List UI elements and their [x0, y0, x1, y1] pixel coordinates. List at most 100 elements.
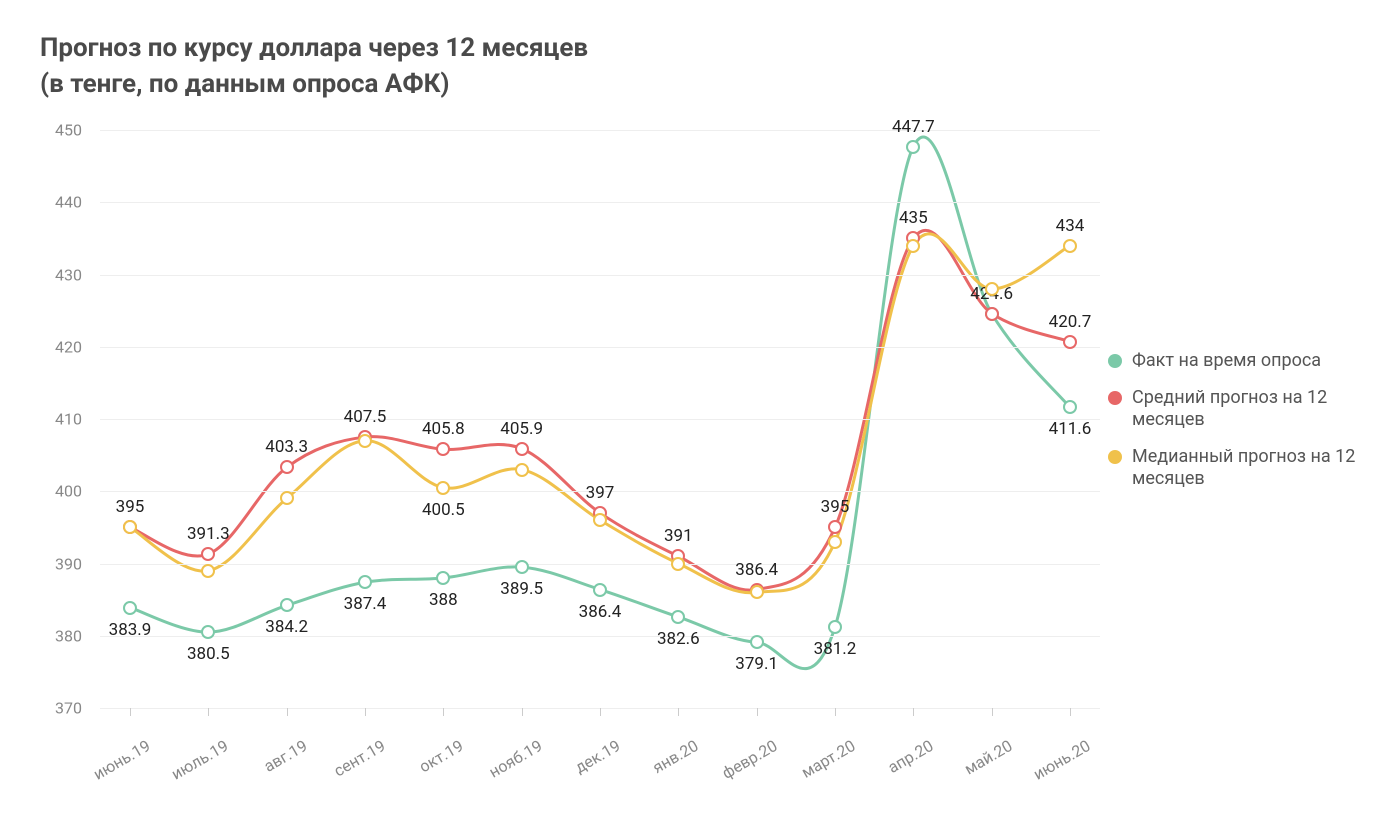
- data-label: 380.5: [187, 644, 230, 664]
- data-point: [280, 460, 294, 474]
- data-point: [436, 481, 450, 495]
- gridline: [100, 419, 1100, 420]
- data-point: [593, 513, 607, 527]
- data-point: [828, 520, 842, 534]
- data-label: 391.3: [187, 524, 230, 544]
- data-point: [515, 442, 529, 456]
- data-point: [123, 601, 137, 615]
- data-point: [201, 564, 215, 578]
- y-tick-label: 420: [55, 337, 82, 356]
- x-tick-label: окт.19: [416, 736, 467, 776]
- data-label: 391: [664, 526, 693, 546]
- x-tick: [287, 708, 288, 716]
- x-tick: [522, 708, 523, 716]
- title-line-2: (в тенге, по данным опроса АФК): [40, 69, 450, 99]
- chart-title: Прогноз по курсу доллара через 12 месяце…: [40, 30, 1358, 103]
- legend-marker: [1108, 450, 1122, 464]
- x-tick-label: апр.20: [885, 736, 937, 777]
- legend-label: Средний прогноз на 12 месяцев: [1132, 387, 1358, 432]
- data-point: [436, 571, 450, 585]
- data-label: 387.4: [344, 594, 387, 614]
- legend: Факт на время опроса Средний прогноз на 1…: [1108, 350, 1358, 505]
- data-label: 382.6: [657, 629, 700, 649]
- chart-area: 370380390400410420430440450 383.9380.538…: [40, 130, 1358, 798]
- data-point: [358, 575, 372, 589]
- gridline: [100, 275, 1100, 276]
- data-label: 420.7: [1049, 312, 1092, 332]
- series-line: [130, 230, 1070, 590]
- x-tick: [992, 708, 993, 716]
- data-point: [906, 239, 920, 253]
- legend-item: Медианный прогноз на 12 месяцев: [1108, 446, 1358, 491]
- data-point: [515, 463, 529, 477]
- data-label: 388: [429, 590, 458, 610]
- data-point: [593, 583, 607, 597]
- legend-marker: [1108, 391, 1122, 405]
- y-tick-label: 410: [55, 410, 82, 429]
- x-tick-label: март.20: [798, 736, 858, 782]
- data-point: [906, 140, 920, 154]
- y-tick-label: 370: [55, 699, 82, 718]
- legend-label: Факт на время опроса: [1132, 350, 1321, 373]
- data-point: [358, 434, 372, 448]
- chart-container: Прогноз по курсу доллара через 12 месяце…: [0, 0, 1398, 828]
- data-point: [1063, 239, 1077, 253]
- data-point: [280, 491, 294, 505]
- data-label: 405.9: [500, 419, 543, 439]
- data-point: [1063, 400, 1077, 414]
- data-point: [828, 535, 842, 549]
- gridline: [100, 347, 1100, 348]
- series-line: [130, 234, 1070, 593]
- x-tick: [130, 708, 131, 716]
- x-tick: [600, 708, 601, 716]
- data-point: [671, 610, 685, 624]
- x-tick-label: июль.19: [168, 736, 231, 784]
- x-tick-label: авг.19: [260, 736, 310, 776]
- x-tick-label: сент.19: [331, 736, 389, 780]
- x-tick: [208, 708, 209, 716]
- data-point: [436, 442, 450, 456]
- gridline: [100, 636, 1100, 637]
- data-label: 405.8: [422, 419, 465, 439]
- data-point: [201, 547, 215, 561]
- data-label: 384.2: [265, 617, 308, 637]
- data-point: [123, 520, 137, 534]
- data-label: 411.6: [1049, 419, 1092, 439]
- data-label: 403.3: [265, 437, 308, 457]
- data-label: 383.9: [109, 620, 152, 640]
- y-tick-label: 380: [55, 626, 82, 645]
- x-tick-label: июнь.19: [90, 736, 154, 784]
- x-axis: июнь.19июль.19авг.19сент.19окт.19нояб.19…: [100, 708, 1100, 798]
- data-point: [985, 282, 999, 296]
- data-label: 381.2: [814, 639, 857, 659]
- x-tick-label: дек.19: [572, 736, 624, 777]
- data-label: 386.4: [579, 602, 622, 622]
- x-tick-label: янв.20: [650, 736, 702, 777]
- y-tick-label: 400: [55, 482, 82, 501]
- data-point: [985, 307, 999, 321]
- data-label: 395: [116, 497, 145, 517]
- legend-marker: [1108, 354, 1122, 368]
- title-line-1: Прогноз по курсу доллара через 12 месяце…: [40, 33, 588, 63]
- data-point: [201, 625, 215, 639]
- y-tick-label: 430: [55, 265, 82, 284]
- legend-item: Средний прогноз на 12 месяцев: [1108, 387, 1358, 432]
- x-tick-label: нояб.19: [485, 736, 545, 782]
- x-tick: [678, 708, 679, 716]
- data-label: 407.5: [344, 407, 387, 427]
- y-tick-label: 390: [55, 554, 82, 573]
- legend-label: Медианный прогноз на 12 месяцев: [1132, 446, 1358, 491]
- x-tick: [835, 708, 836, 716]
- data-point: [750, 585, 764, 599]
- data-point: [280, 598, 294, 612]
- data-point: [750, 635, 764, 649]
- data-label: 397: [586, 483, 615, 503]
- data-label: 379.1: [735, 654, 778, 674]
- data-label: 400.5: [422, 500, 465, 520]
- data-label: 389.5: [500, 579, 543, 599]
- x-tick: [1070, 708, 1071, 716]
- data-point: [671, 557, 685, 571]
- data-point: [1063, 335, 1077, 349]
- y-axis: 370380390400410420430440450: [40, 130, 90, 798]
- data-label: 434: [1056, 216, 1085, 236]
